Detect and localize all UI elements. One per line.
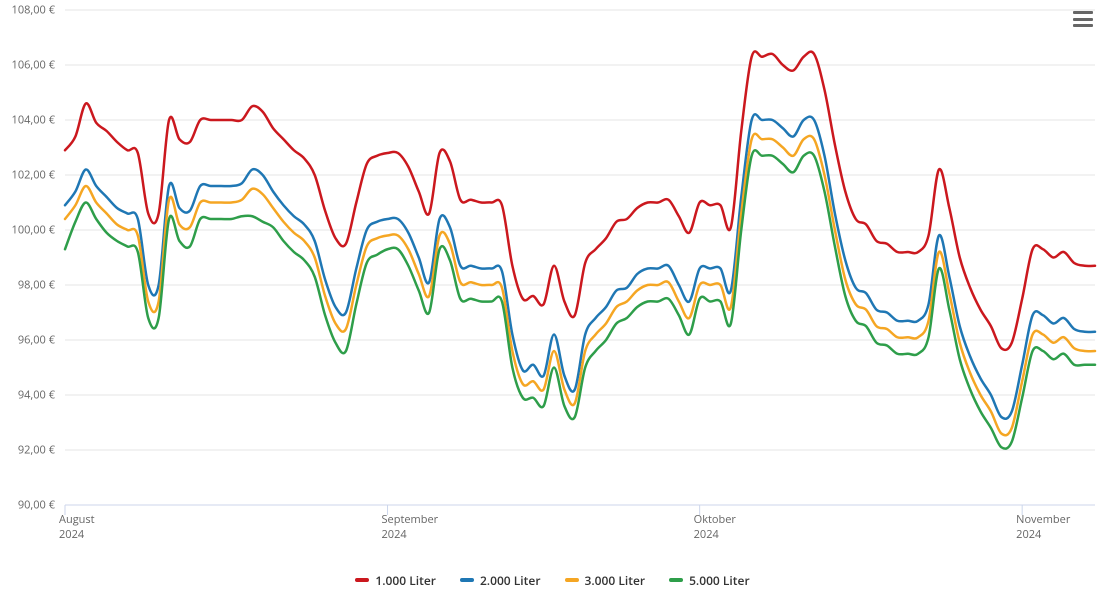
legend-swatch	[565, 578, 579, 582]
legend-item[interactable]: 1.000 Liter	[355, 572, 436, 589]
legend-swatch	[355, 578, 369, 582]
x-tick-label: Oktober 2024	[694, 513, 736, 543]
series-line[interactable]	[65, 150, 1095, 448]
legend-swatch	[460, 578, 474, 582]
legend-label: 2.000 Liter	[480, 572, 541, 589]
legend-label: 3.000 Liter	[585, 572, 646, 589]
x-tick-label: November 2024	[1016, 513, 1070, 543]
chart-svg	[0, 0, 1105, 602]
price-chart: 90,00 €92,00 €94,00 €96,00 €98,00 €100,0…	[0, 0, 1105, 602]
x-tick-label: August 2024	[59, 513, 95, 543]
chart-legend: 1.000 Liter 2.000 Liter 3.000 Liter 5.000 L…	[0, 565, 1105, 589]
x-tick-label: September 2024	[382, 513, 439, 543]
legend-label: 5.000 Liter	[689, 572, 750, 589]
legend-item[interactable]: 3.000 Liter	[565, 572, 646, 589]
legend-label: 1.000 Liter	[375, 572, 436, 589]
legend-swatch	[669, 578, 683, 582]
legend-item[interactable]: 5.000 Liter	[669, 572, 750, 589]
series-line[interactable]	[65, 51, 1095, 350]
legend-item[interactable]: 2.000 Liter	[460, 572, 541, 589]
